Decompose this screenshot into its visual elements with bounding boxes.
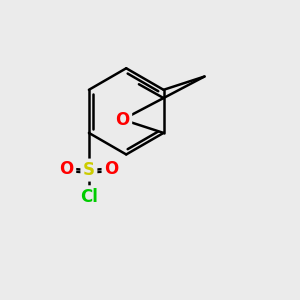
Text: S: S	[83, 161, 95, 179]
Text: O: O	[59, 160, 74, 178]
Text: O: O	[104, 160, 118, 178]
Text: Cl: Cl	[80, 188, 98, 206]
Text: O: O	[116, 111, 130, 129]
